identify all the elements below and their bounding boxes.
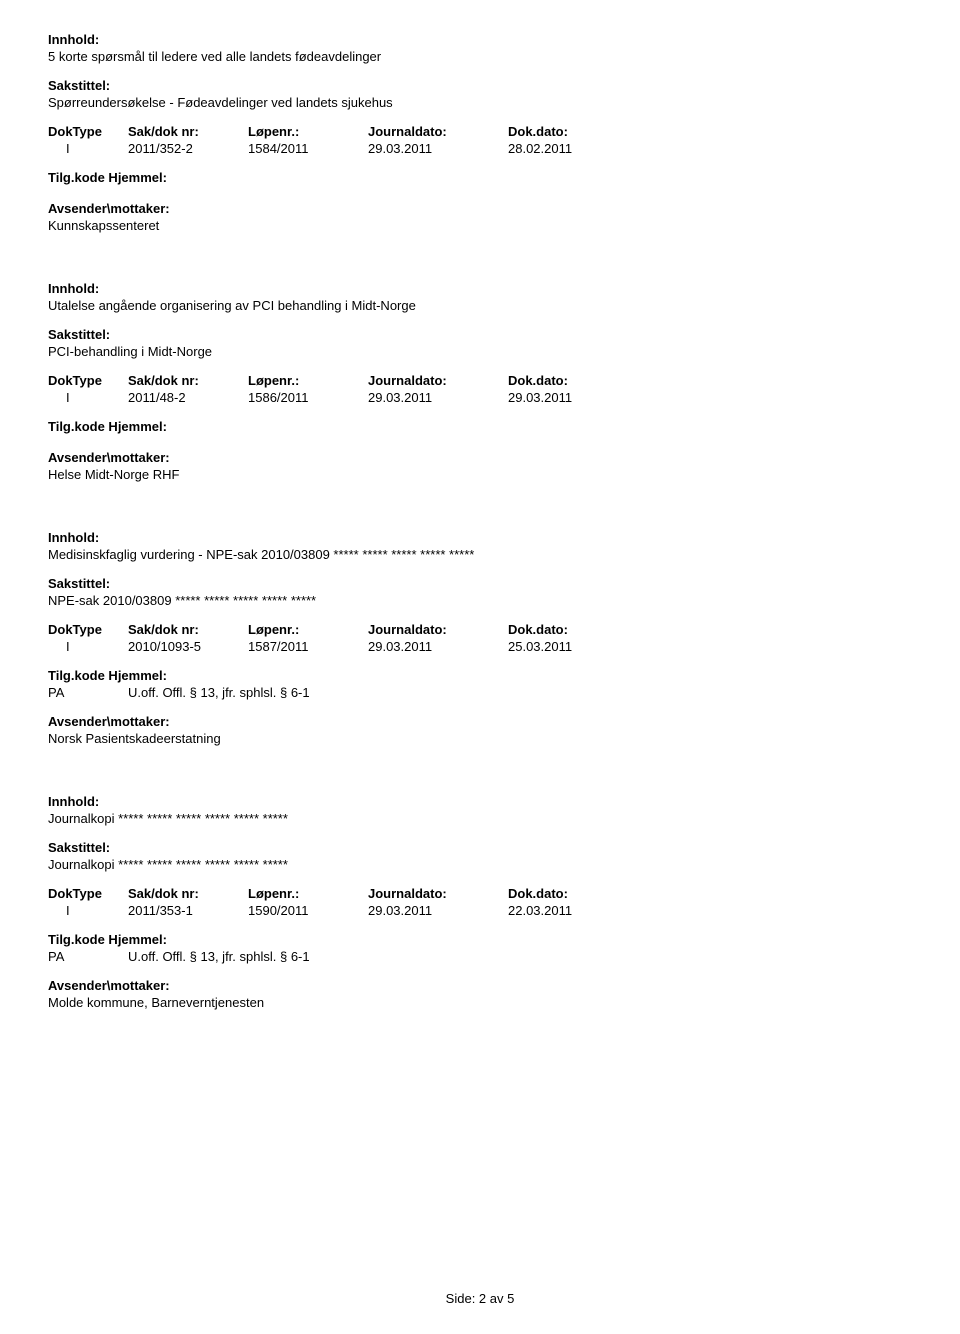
journal-entry: Innhold: Utalelse angående organisering … [48,281,912,482]
journal-entry: Innhold: Medisinskfaglig vurdering - NPE… [48,530,912,746]
lopenr-header: Løpenr.: [248,886,368,901]
record-data-row: I 2011/352-2 1584/2011 29.03.2011 28.02.… [48,141,912,156]
journal-entry: Innhold: Journalkopi ***** ***** ***** *… [48,794,912,1010]
sakdok-value: 2011/48-2 [128,390,248,405]
journaldato-header: Journaldato: [368,124,508,139]
dokdato-header: Dok.dato: [508,622,628,637]
tilgkode-hjemmel-label: Tilg.kode Hjemmel: [48,170,912,185]
journaldato-header: Journaldato: [368,622,508,637]
dokdato-header: Dok.dato: [508,124,628,139]
avsender-value: Kunnskapssenteret [48,218,912,233]
avsender-label: Avsender\mottaker: [48,978,912,993]
innhold-value: Journalkopi ***** ***** ***** ***** ****… [48,811,912,826]
dokdato-value: 22.03.2011 [508,903,628,918]
sakdok-header: Sak/dok nr: [128,622,248,637]
avsender-value: Molde kommune, Barneverntjenesten [48,995,912,1010]
dokdato-value: 28.02.2011 [508,141,628,156]
tilgkode-hjemmel-label: Tilg.kode Hjemmel: [48,419,912,434]
hjemmel-value: U.off. Offl. § 13, jfr. sphlsl. § 6-1 [128,685,912,700]
journaldato-value: 29.03.2011 [368,639,508,654]
doktype-header: DokType [48,373,128,388]
record-header-row: DokType Sak/dok nr: Løpenr.: Journaldato… [48,622,912,637]
record-data-row: I 2010/1093-5 1587/2011 29.03.2011 25.03… [48,639,912,654]
avsender-value: Helse Midt-Norge RHF [48,467,912,482]
record-data-row: I 2011/353-1 1590/2011 29.03.2011 22.03.… [48,903,912,918]
doktype-header: DokType [48,622,128,637]
avsender-label: Avsender\mottaker: [48,201,912,216]
doktype-value: I [48,639,128,654]
journal-entry: Innhold: 5 korte spørsmål til ledere ved… [48,32,912,233]
lopenr-value: 1586/2011 [248,390,368,405]
innhold-value: 5 korte spørsmål til ledere ved alle lan… [48,49,912,64]
doktype-value: I [48,390,128,405]
tilgkode-hjemmel-row: PA U.off. Offl. § 13, jfr. sphlsl. § 6-1 [48,685,912,700]
sakdok-header: Sak/dok nr: [128,124,248,139]
tilgkode-hjemmel-label: Tilg.kode Hjemmel: [48,932,912,947]
journaldato-value: 29.03.2011 [368,390,508,405]
hjemmel-value: U.off. Offl. § 13, jfr. sphlsl. § 6-1 [128,949,912,964]
doktype-value: I [48,141,128,156]
doktype-header: DokType [48,886,128,901]
innhold-label: Innhold: [48,281,912,296]
innhold-value: Medisinskfaglig vurdering - NPE-sak 2010… [48,547,912,562]
sakdok-value: 2011/352-2 [128,141,248,156]
innhold-label: Innhold: [48,794,912,809]
sakdok-value: 2010/1093-5 [128,639,248,654]
journaldato-value: 29.03.2011 [368,903,508,918]
avsender-label: Avsender\mottaker: [48,450,912,465]
journaldato-header: Journaldato: [368,373,508,388]
sakstittel-value: Journalkopi ***** ***** ***** ***** ****… [48,857,912,872]
innhold-label: Innhold: [48,530,912,545]
lopenr-value: 1584/2011 [248,141,368,156]
doktype-value: I [48,903,128,918]
avsender-label: Avsender\mottaker: [48,714,912,729]
sakstittel-value: Spørreundersøkelse - Fødeavdelinger ved … [48,95,912,110]
record-header-row: DokType Sak/dok nr: Løpenr.: Journaldato… [48,124,912,139]
sakstittel-value: PCI-behandling i Midt-Norge [48,344,912,359]
dokdato-header: Dok.dato: [508,886,628,901]
sakdok-value: 2011/353-1 [128,903,248,918]
innhold-label: Innhold: [48,32,912,47]
record-data-row: I 2011/48-2 1586/2011 29.03.2011 29.03.2… [48,390,912,405]
sakstittel-label: Sakstittel: [48,840,912,855]
sakstittel-label: Sakstittel: [48,327,912,342]
doktype-header: DokType [48,124,128,139]
record-header-row: DokType Sak/dok nr: Løpenr.: Journaldato… [48,373,912,388]
sakstittel-value: NPE-sak 2010/03809 ***** ***** ***** ***… [48,593,912,608]
dokdato-value: 25.03.2011 [508,639,628,654]
sakdok-header: Sak/dok nr: [128,886,248,901]
dokdato-header: Dok.dato: [508,373,628,388]
sakstittel-label: Sakstittel: [48,576,912,591]
avsender-value: Norsk Pasientskadeerstatning [48,731,912,746]
sakstittel-label: Sakstittel: [48,78,912,93]
lopenr-header: Løpenr.: [248,622,368,637]
sakdok-header: Sak/dok nr: [128,373,248,388]
tilgkode-value: PA [48,685,128,700]
lopenr-header: Løpenr.: [248,373,368,388]
lopenr-value: 1590/2011 [248,903,368,918]
page-footer: Side: 2 av 5 [0,1291,960,1306]
journaldato-header: Journaldato: [368,886,508,901]
lopenr-value: 1587/2011 [248,639,368,654]
innhold-value: Utalelse angående organisering av PCI be… [48,298,912,313]
record-header-row: DokType Sak/dok nr: Løpenr.: Journaldato… [48,886,912,901]
journaldato-value: 29.03.2011 [368,141,508,156]
tilgkode-hjemmel-label: Tilg.kode Hjemmel: [48,668,912,683]
dokdato-value: 29.03.2011 [508,390,628,405]
lopenr-header: Løpenr.: [248,124,368,139]
tilgkode-value: PA [48,949,128,964]
tilgkode-hjemmel-row: PA U.off. Offl. § 13, jfr. sphlsl. § 6-1 [48,949,912,964]
